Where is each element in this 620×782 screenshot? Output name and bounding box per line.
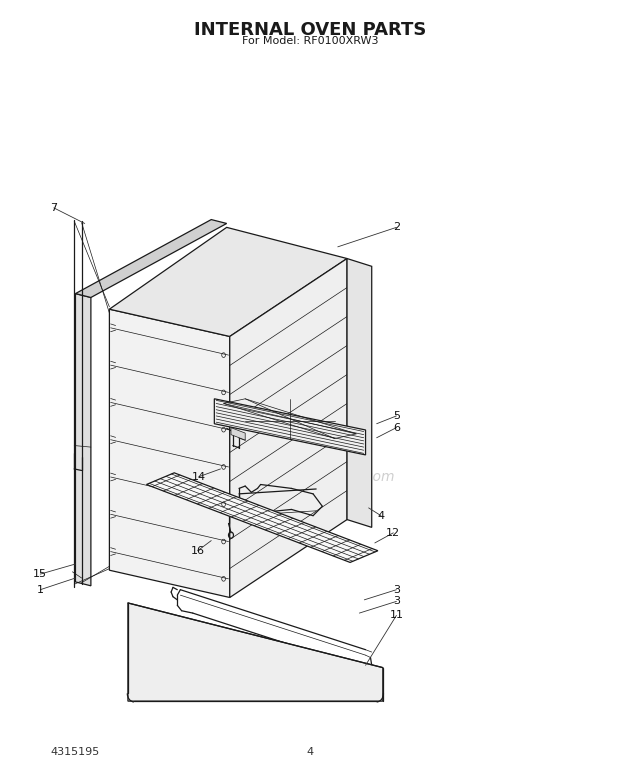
Text: 7: 7: [50, 203, 58, 213]
Text: 4: 4: [378, 511, 384, 521]
Text: 11: 11: [389, 611, 404, 620]
Text: 15: 15: [33, 569, 47, 579]
Polygon shape: [347, 259, 372, 527]
Polygon shape: [76, 220, 227, 297]
Polygon shape: [109, 228, 347, 336]
Text: 4315195: 4315195: [51, 748, 100, 757]
Text: 3: 3: [393, 585, 400, 594]
Text: eReplacementParts.com: eReplacementParts.com: [225, 470, 395, 484]
Polygon shape: [146, 473, 378, 562]
Text: INTERNAL OVEN PARTS: INTERNAL OVEN PARTS: [194, 21, 426, 39]
Polygon shape: [231, 428, 245, 440]
Text: For Model: RF0100XRW3: For Model: RF0100XRW3: [242, 37, 378, 46]
Polygon shape: [76, 293, 91, 586]
Text: 16: 16: [191, 546, 205, 556]
Text: 4: 4: [306, 748, 314, 757]
Text: 3: 3: [393, 597, 400, 606]
Text: 2: 2: [393, 222, 400, 232]
Text: 1: 1: [37, 585, 44, 594]
Text: 12: 12: [386, 528, 401, 538]
Polygon shape: [230, 259, 347, 597]
Text: 5: 5: [393, 411, 400, 421]
Polygon shape: [109, 309, 230, 597]
Polygon shape: [128, 603, 383, 701]
Polygon shape: [215, 399, 366, 455]
Text: 6: 6: [393, 422, 400, 432]
Text: 14: 14: [192, 472, 206, 482]
